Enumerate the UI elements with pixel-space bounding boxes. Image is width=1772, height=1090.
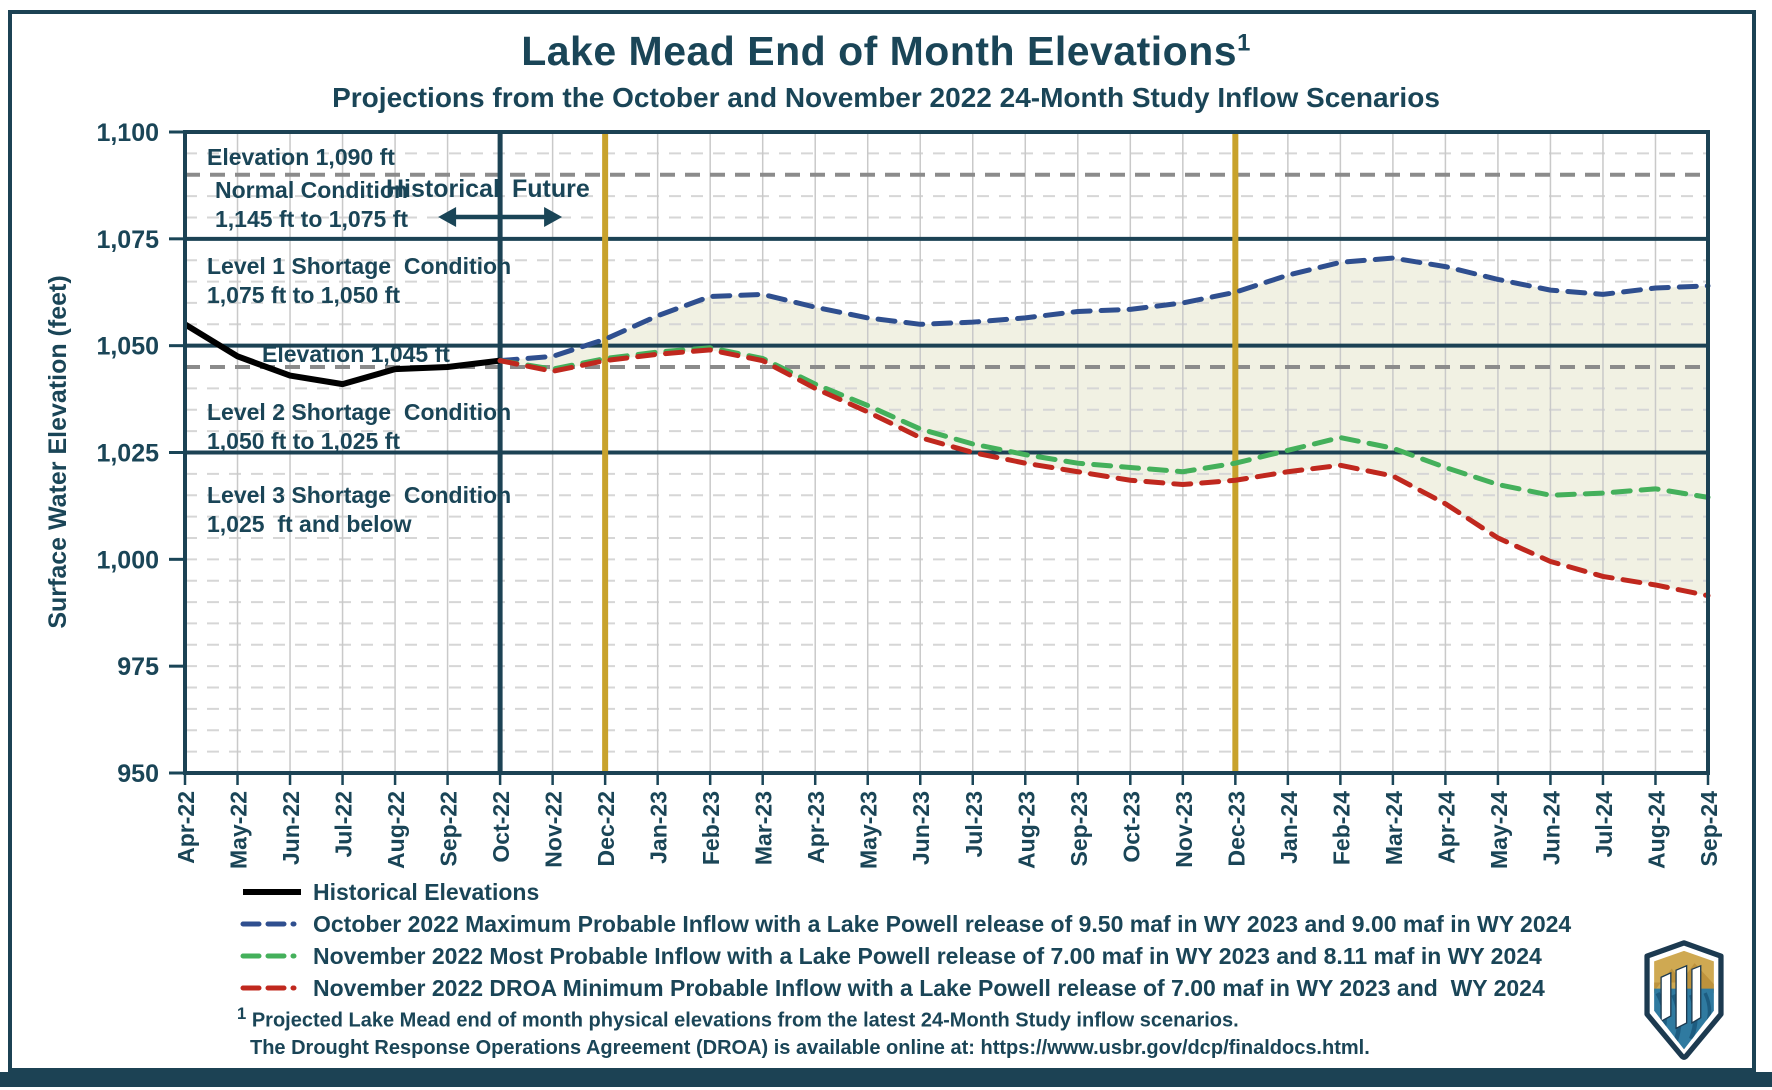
svg-text:Dec-23: Dec-23: [1223, 791, 1249, 866]
svg-text:Aug-24: Aug-24: [1643, 791, 1669, 869]
svg-text:May-22: May-22: [226, 791, 252, 869]
legend-item-max-probable: October 2022 Maximum Probable Inflow wit…: [240, 908, 1571, 940]
logo-dam-pillar: [1691, 964, 1702, 1025]
svg-text:1,000: 1,000: [96, 546, 159, 574]
legend-label: Historical Elevations: [313, 878, 540, 905]
footnote-superscript: 1: [237, 1004, 247, 1023]
annotation-historical: Historical: [386, 175, 500, 203]
page-title-superscript: 1: [1237, 29, 1251, 57]
page-subtitle: Projections from the October and Novembe…: [332, 82, 1440, 113]
svg-text:Jul-23: Jul-23: [961, 791, 987, 857]
annotation-normal-condition: Normal Condition 1,145 ft to 1,075 ft: [215, 177, 409, 233]
svg-text:1,100: 1,100: [96, 119, 159, 147]
projection-envelope-fill: [500, 258, 1708, 596]
svg-text:Aug-22: Aug-22: [383, 791, 409, 869]
svg-text:Dec-22: Dec-22: [593, 791, 619, 866]
svg-text:Oct-22: Oct-22: [488, 791, 514, 863]
series-line-1: [497, 255, 1711, 364]
historical-future-arrow: [438, 207, 563, 227]
logo-dam-pillar: [1660, 971, 1672, 1023]
svg-text:Jul-22: Jul-22: [331, 791, 357, 857]
svg-text:Sep-23: Sep-23: [1066, 791, 1092, 866]
svg-text:Aug-23: Aug-23: [1013, 791, 1039, 869]
page-title-text: Lake Mead End of Month Elevations: [521, 28, 1238, 74]
blue-dashed-swatch: [240, 921, 304, 927]
svg-text:Sep-22: Sep-22: [436, 791, 462, 866]
footnotes: 1 Projected Lake Mead end of month physi…: [237, 1002, 1370, 1063]
y-axis-title: Surface Water Elevation (feet): [44, 275, 72, 628]
svg-text:Jun-24: Jun-24: [1538, 791, 1564, 865]
svg-text:Apr-24: Apr-24: [1433, 791, 1459, 864]
green-dashed-swatch: [240, 953, 304, 959]
svg-text:Jan-23: Jan-23: [646, 791, 672, 864]
svg-text:Apr-23: Apr-23: [803, 791, 829, 864]
svg-text:Mar-24: Mar-24: [1381, 791, 1407, 865]
legend-label: October 2022 Maximum Probable Inflow wit…: [313, 910, 1572, 937]
svg-text:Feb-23: Feb-23: [698, 791, 724, 865]
annotation-elevation-1090: Elevation 1,090 ft: [207, 144, 395, 170]
series-line-0: [183, 321, 501, 388]
svg-text:Apr-22: Apr-22: [173, 791, 199, 864]
svg-text:Feb-24: Feb-24: [1328, 791, 1354, 865]
svg-text:Jul-24: Jul-24: [1591, 791, 1617, 858]
svg-text:Jun-22: Jun-22: [278, 791, 304, 865]
footnote-2: The Drought Response Operations Agreemen…: [250, 1037, 1370, 1060]
legend-label: November 2022 DROA Minimum Probable Infl…: [313, 974, 1545, 1001]
annotation-level2-shortage: Level 2 Shortage Condition 1,050 ft to 1…: [207, 399, 512, 455]
annotation-level1-shortage: Level 1 Shortage Condition 1,075 ft to 1…: [207, 253, 512, 309]
legend-item-historical: Historical Elevations: [240, 876, 1571, 908]
page-border: [8, 10, 1756, 1072]
svg-text:1,025: 1,025: [96, 440, 159, 468]
svg-text:Sep-24: Sep-24: [1696, 791, 1722, 867]
svg-text:Jun-23: Jun-23: [908, 791, 934, 865]
annotation-future: Future: [512, 175, 590, 203]
svg-text:Nov-22: Nov-22: [541, 791, 567, 868]
footnote-1: 1 Projected Lake Mead end of month physi…: [237, 1004, 1239, 1032]
legend-label: November 2022 Most Probable Inflow with …: [313, 942, 1542, 969]
page-title: Lake Mead End of Month Elevations1: [0, 28, 1772, 75]
svg-text:950: 950: [117, 760, 159, 788]
red-dashed-swatch: [240, 985, 304, 991]
series-line-3: [497, 347, 1711, 599]
legend: Historical Elevations October 2022 Maxim…: [240, 876, 1571, 1004]
svg-text:May-23: May-23: [856, 791, 882, 869]
annotation-level3-shortage: Level 3 Shortage Condition 1,025 ft and …: [207, 482, 512, 538]
bottom-accent-bar: [0, 1072, 1772, 1087]
svg-text:May-24: May-24: [1486, 791, 1512, 869]
svg-text:Oct-23: Oct-23: [1118, 791, 1144, 863]
y-axis-ticks: 1,100 1,075 1,050 1,025 1,000 975 950: [96, 119, 185, 788]
svg-text:975: 975: [117, 653, 159, 681]
historical-line-swatch: [243, 889, 301, 895]
legend-item-droa-minimum: November 2022 DROA Minimum Probable Infl…: [240, 972, 1571, 1004]
svg-text:Mar-23: Mar-23: [751, 791, 777, 865]
logo-dam-pillar: [1675, 964, 1688, 1030]
svg-text:Nov-23: Nov-23: [1171, 791, 1197, 868]
legend-item-most-probable: November 2022 Most Probable Inflow with …: [240, 940, 1571, 972]
svg-text:Jan-24: Jan-24: [1276, 791, 1302, 864]
usbr-logo: [1644, 940, 1724, 1060]
svg-text:1,050: 1,050: [96, 333, 159, 361]
minor-gridlines: [185, 152, 1708, 753]
annotation-elevation-1045: Elevation 1,045 ft: [262, 341, 450, 367]
svg-text:1,075: 1,075: [96, 226, 159, 254]
x-axis-ticks: Apr-22 May-22 Jun-22 Jul-22 Aug-22 Sep-22 Oct-…: [173, 773, 1722, 869]
